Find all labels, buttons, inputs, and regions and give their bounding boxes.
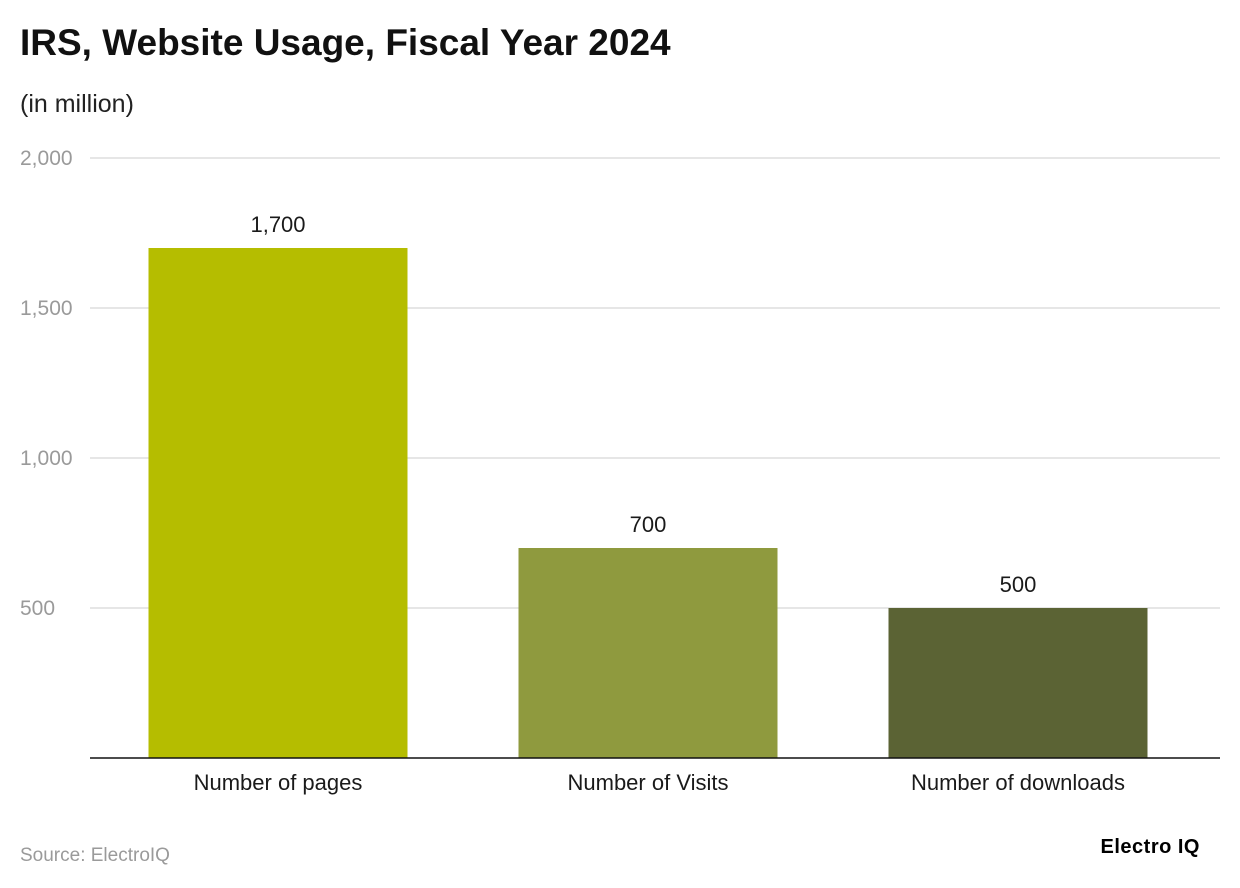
- y-tick-label: 1,000: [20, 447, 73, 470]
- bar-value-label: 500: [1000, 572, 1037, 597]
- data-labels: 1,700 700 500: [250, 212, 1036, 597]
- bars: [148, 248, 1148, 758]
- bar: [148, 248, 408, 758]
- brand-logo: Electro IQ: [1100, 836, 1200, 858]
- x-category-label: Number of Visits: [568, 770, 729, 795]
- source-note: Source: ElectroIQ: [20, 845, 170, 866]
- y-tick-label: 1,500: [20, 297, 73, 320]
- bar: [518, 548, 778, 758]
- x-axis-labels: Number of pages Number of Visits Number of…: [194, 770, 1125, 795]
- y-tick-label: 2,000: [20, 147, 73, 170]
- x-category-label: Number of downloads: [911, 770, 1125, 795]
- bar-value-label: 700: [630, 512, 667, 537]
- chart-subtitle: (in million): [20, 90, 134, 118]
- bar-value-label: 1,700: [250, 212, 305, 237]
- chart-title: IRS, Website Usage, Fiscal Year 2024: [20, 22, 671, 63]
- y-tick-label: 500: [20, 597, 55, 620]
- y-axis-ticks: 500 1,000 1,500 2,000: [20, 147, 73, 620]
- x-category-label: Number of pages: [194, 770, 363, 795]
- bar: [888, 608, 1148, 758]
